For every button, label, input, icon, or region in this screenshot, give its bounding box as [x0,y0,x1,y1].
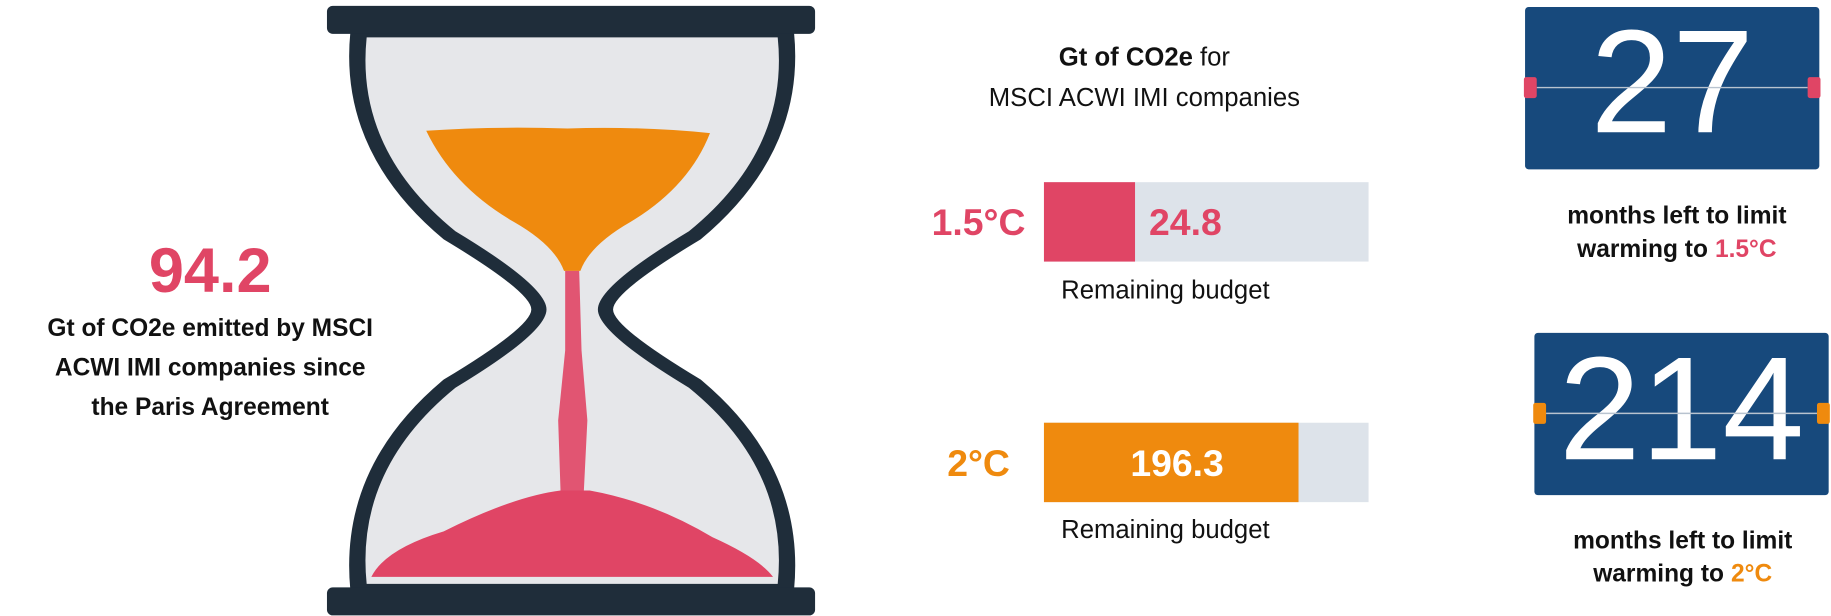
header-rest: for [1200,43,1230,71]
stat-value: 94.2 [149,236,272,306]
flip-tab [1523,77,1537,99]
flip-tab [1533,402,1547,424]
header-line: MSCI ACWI IMI companies [989,84,1300,112]
budget-value: 196.3 [1130,442,1224,484]
stat-caption: Gt of CO2e emitted by MSCI [47,315,373,342]
stat-caption: ACWI IMI companies since [55,354,366,381]
budget-label: 2°C [947,442,1010,484]
budget-label: 1.5°C [932,201,1026,243]
counter-caption: months left to limit [1567,203,1786,230]
budget-value: 24.8 [1149,201,1222,243]
budget-caption: Remaining budget [1061,277,1270,305]
caption-text: warming to [1576,237,1708,264]
budget-caption: Remaining budget [1061,516,1270,544]
header-bold: Gt of CO2e [1059,43,1193,71]
counter-caption: months left to limit [1573,527,1792,554]
flip-tab [1807,77,1821,99]
header: Gt of CO2e for [1059,43,1231,71]
flip-tab [1816,402,1830,424]
budget-fill [1043,182,1136,262]
counter-value: 214 [1559,327,1804,491]
stat-caption: the Paris Agreement [91,394,329,421]
counter-caption: warming to 1.5°C [1576,237,1777,264]
budget-fill [1043,422,1299,503]
caption-text: warming to [1592,561,1724,588]
caption-highlight: 2°C [1731,561,1772,588]
counter-caption: warming to 2°C [1592,561,1772,588]
caption-highlight: 1.5°C [1715,237,1777,264]
counter-value: 27 [1590,0,1754,164]
hourglass [326,5,816,616]
